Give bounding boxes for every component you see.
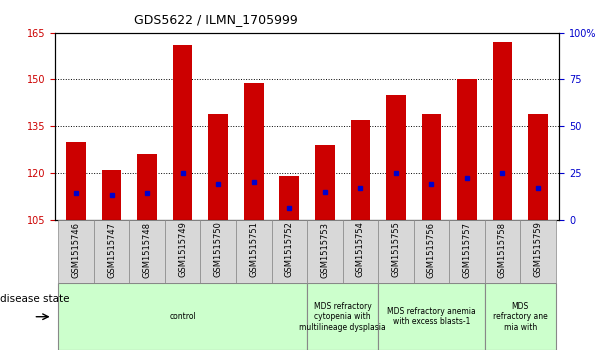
Text: GSM1515755: GSM1515755: [392, 221, 401, 277]
Bar: [102, 170, 122, 220]
Bar: [66, 142, 86, 220]
Text: GSM1515748: GSM1515748: [143, 221, 151, 278]
Bar: [449, 220, 485, 283]
Bar: [307, 283, 378, 350]
Bar: [173, 45, 192, 220]
Bar: [58, 283, 307, 350]
Text: GSM1515746: GSM1515746: [72, 221, 80, 278]
Text: GSM1515756: GSM1515756: [427, 221, 436, 278]
Bar: [386, 95, 406, 220]
Text: GSM1515758: GSM1515758: [498, 221, 507, 278]
Bar: [272, 220, 307, 283]
Text: GDS5622 / ILMN_1705999: GDS5622 / ILMN_1705999: [134, 13, 297, 26]
Bar: [485, 283, 556, 350]
Text: GSM1515747: GSM1515747: [107, 221, 116, 278]
Bar: [342, 220, 378, 283]
Bar: [422, 114, 441, 220]
Text: GSM1515750: GSM1515750: [213, 221, 223, 277]
Bar: [130, 220, 165, 283]
Bar: [280, 176, 299, 220]
Bar: [94, 220, 130, 283]
Text: MDS refractory anemia
with excess blasts-1: MDS refractory anemia with excess blasts…: [387, 307, 476, 326]
Text: GSM1515753: GSM1515753: [320, 221, 330, 278]
Bar: [244, 82, 263, 220]
Bar: [236, 220, 272, 283]
Text: GSM1515752: GSM1515752: [285, 221, 294, 277]
Bar: [457, 79, 477, 220]
Bar: [165, 220, 201, 283]
Bar: [307, 220, 342, 283]
Bar: [137, 154, 157, 220]
Text: GSM1515751: GSM1515751: [249, 221, 258, 277]
Text: GSM1515759: GSM1515759: [534, 221, 542, 277]
Bar: [520, 220, 556, 283]
Text: MDS refractory
cytopenia with
multilineage dysplasia: MDS refractory cytopenia with multilinea…: [299, 302, 386, 332]
Bar: [209, 114, 228, 220]
Bar: [528, 114, 548, 220]
Bar: [201, 220, 236, 283]
Bar: [485, 220, 520, 283]
Bar: [58, 220, 94, 283]
Bar: [378, 220, 413, 283]
Bar: [351, 120, 370, 220]
Text: MDS
refractory ane
mia with: MDS refractory ane mia with: [493, 302, 548, 332]
Bar: [413, 220, 449, 283]
Text: control: control: [169, 312, 196, 321]
Text: disease state: disease state: [0, 294, 69, 305]
Text: GSM1515757: GSM1515757: [463, 221, 471, 278]
Bar: [492, 42, 513, 220]
Bar: [315, 145, 334, 220]
Text: GSM1515754: GSM1515754: [356, 221, 365, 277]
Text: GSM1515749: GSM1515749: [178, 221, 187, 277]
Bar: [378, 283, 485, 350]
